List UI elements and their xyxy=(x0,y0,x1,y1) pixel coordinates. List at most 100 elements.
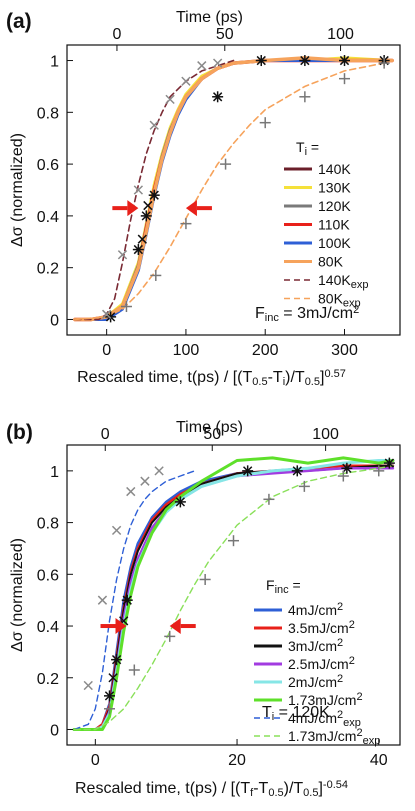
legend-label-110k: 110K xyxy=(318,217,350,233)
series-line-140kexp xyxy=(74,59,235,321)
marker-plus-7 xyxy=(378,57,390,69)
series-line-1-73mj-cm2 xyxy=(72,456,395,731)
legend-label-1-73mj-cm2: 1.73mJ/cm2 xyxy=(288,691,363,708)
marker-plus-2 xyxy=(180,218,192,230)
panel-a-x-axis-title: Rescaled time, t(ps) / [(T0.5-Ti)/T0.5]0… xyxy=(77,368,346,388)
legend-label-80k: 80K xyxy=(318,254,344,270)
marker-star-0 xyxy=(105,311,117,323)
panel-b-frame xyxy=(66,444,401,746)
x-tick-label-0: 0 xyxy=(102,342,111,359)
x-tick-label-40: 40 xyxy=(370,752,388,769)
legend-label-2-5mj-cm2: 2.5mJ/cm2 xyxy=(288,655,355,672)
marker-plus-1 xyxy=(128,664,140,676)
top-tick-label-100: 100 xyxy=(312,426,339,443)
series-line-3mj-cm2 xyxy=(73,464,394,731)
marker-plus-6 xyxy=(298,480,310,492)
marker-x-0 xyxy=(108,673,118,683)
legend-label-3mj-cm2: 3mJ/cm2 xyxy=(288,637,343,654)
legend-label-130k: 130K xyxy=(318,180,351,196)
marker-plus-3 xyxy=(220,158,232,170)
series-line-1-73mj-cm2exp xyxy=(73,465,394,731)
legend-label-80kexp: 80Kexp xyxy=(318,291,361,310)
arrow-right xyxy=(100,618,127,635)
marker-star-2 xyxy=(140,210,152,222)
marker-star-1 xyxy=(111,654,123,666)
y-tick-label-0-8: 0.8 xyxy=(37,516,59,533)
marker-x-4 xyxy=(165,94,175,105)
top-tick-label-50: 50 xyxy=(216,26,234,43)
marker-x-2 xyxy=(133,185,144,195)
panel-b: (b) 0 20 40 0 0.2 0.4 0.6 0.8 1 0 50 100 Time (ps) Δσ … xyxy=(6,419,401,799)
x-tick-label-300: 300 xyxy=(331,342,358,359)
panel-a-frame xyxy=(66,44,401,336)
legend-title: Ti = xyxy=(296,139,319,158)
marker-star-5 xyxy=(255,55,267,67)
marker-plus-7 xyxy=(337,470,349,482)
marker-x-0 xyxy=(83,680,93,691)
marker-plus-0 xyxy=(120,301,132,313)
panel-b-label: (b) xyxy=(6,421,33,444)
y-tick-label-0-8: 0.8 xyxy=(37,105,59,122)
panel-a-plot-area xyxy=(73,55,394,323)
arrow-left xyxy=(185,200,212,217)
y-tick-label-0-4: 0.4 xyxy=(37,209,59,226)
x-tick-label-100: 100 xyxy=(173,342,200,359)
series-line-4mj-cm2 xyxy=(72,464,395,731)
marker-star-0 xyxy=(104,690,116,702)
panel-a-y-axis-title: Δσ (normalized) xyxy=(9,133,26,247)
marker-x-1 xyxy=(117,250,128,260)
panel-a-annotation: Finc = 3mJ/cm2 xyxy=(255,304,359,324)
top-tick-label-50: 50 xyxy=(203,426,221,443)
legend-label-140kexp: 140Kexp xyxy=(318,272,368,291)
marker-star-7 xyxy=(339,55,350,67)
top-tick-label-0: 0 xyxy=(101,426,110,443)
panel-a-label: (a) xyxy=(6,10,32,33)
panel-b-legend: Finc = 4mJ/cm23.5mJ/cm23mJ/cm22.5mJ/cm22m… xyxy=(254,577,380,747)
panel-b-y-axis-title: Δσ (normalized) xyxy=(9,538,26,652)
y-tick-label-0-2: 0.2 xyxy=(37,261,59,278)
series-line-2-5mj-cm2 xyxy=(72,467,395,731)
panel-b-annotation: Ti = 120K xyxy=(262,704,330,723)
panel-b-x-axis-title: Rescaled time, t(ps) / [(Tf-T0.5)/T0.5]-… xyxy=(75,779,348,799)
panel-a: (a) 0 100 200 300 0 0.2 0.4 0.6 0.8 1 0 50 100 Time (p… xyxy=(6,9,401,388)
y-tick-label-0-2: 0.2 xyxy=(37,671,59,688)
y-tick-label-0: 0 xyxy=(50,312,59,329)
series-line-2mj-cm2 xyxy=(72,459,395,731)
marker-plus-6 xyxy=(339,73,350,85)
legend-label-1-73mj-cm2exp: 1.73mJ/cm2exp xyxy=(288,727,380,747)
marker-star-2 xyxy=(121,594,133,606)
marker-plus-4 xyxy=(259,117,271,129)
top-tick-label-100: 100 xyxy=(327,26,354,43)
marker-star-5 xyxy=(291,465,303,477)
marker-plus-5 xyxy=(299,91,311,103)
x-tick-label-0: 0 xyxy=(91,752,100,769)
y-tick-label-1: 1 xyxy=(50,464,59,481)
legend-label-4mj-cm2: 4mJ/cm2 xyxy=(288,601,343,618)
legend-title: Finc = xyxy=(266,577,301,596)
legend-label-4mj-cm2exp: 4mJ/cm2exp xyxy=(288,709,361,729)
top-tick-label-0: 0 xyxy=(112,26,121,43)
y-tick-label-0: 0 xyxy=(50,722,59,739)
marker-x-1 xyxy=(97,595,108,605)
series-line-4mj-cm2exp xyxy=(73,470,196,731)
marker-x-5 xyxy=(181,76,191,86)
marker-star-6 xyxy=(299,55,311,67)
marker-x-6 xyxy=(197,61,207,71)
marker-star-1 xyxy=(132,244,144,256)
series-line-80k xyxy=(73,56,394,322)
y-tick-label-0-4: 0.4 xyxy=(37,619,59,636)
marker-x-0 xyxy=(137,234,147,244)
marker-star-6 xyxy=(341,462,353,474)
marker-plus-4 xyxy=(228,535,239,547)
marker-star-4 xyxy=(242,465,254,477)
series-line-3-5mj-cm2 xyxy=(72,464,395,731)
marker-star-3 xyxy=(174,496,186,508)
y-tick-label-0-6: 0.6 xyxy=(37,157,59,174)
marker-x-5 xyxy=(154,466,164,476)
marker-plus-8 xyxy=(373,465,385,477)
arrow-left xyxy=(169,618,196,635)
marker-x-4 xyxy=(140,476,150,486)
marker-star-7 xyxy=(383,457,395,469)
